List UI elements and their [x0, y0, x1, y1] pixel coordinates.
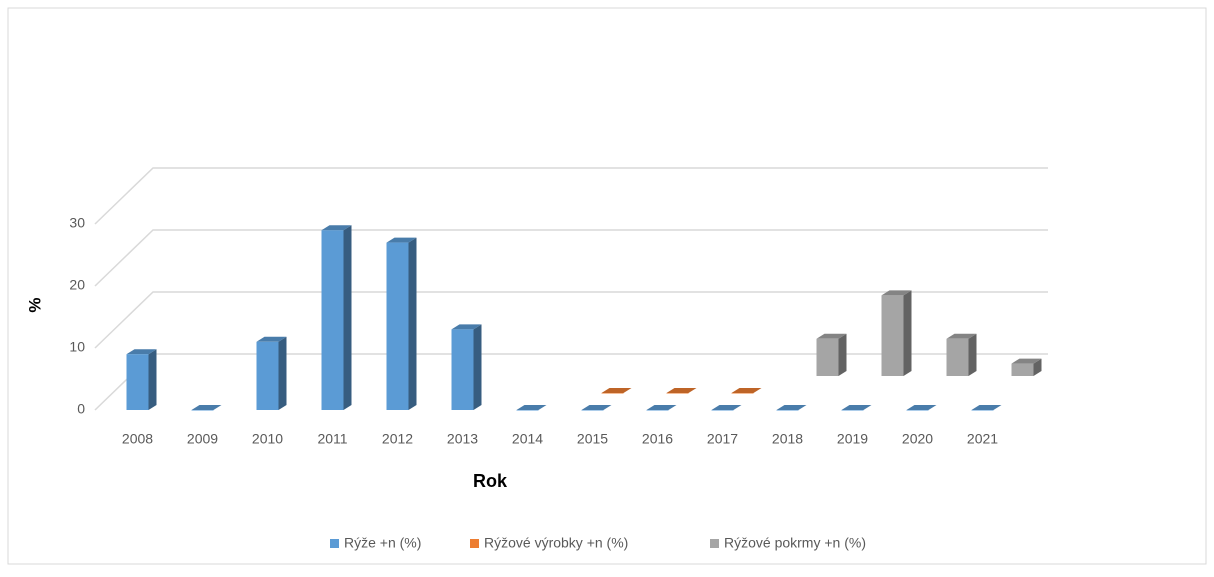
bar	[601, 393, 624, 394]
bar-top	[601, 388, 632, 393]
bar-top	[711, 405, 742, 410]
x-tick-label: 2021	[967, 431, 998, 447]
grid-line	[94, 167, 1048, 225]
legend-swatch	[470, 539, 479, 548]
bar-side	[343, 225, 352, 410]
x-tick-label: 2010	[252, 431, 283, 447]
bar-top	[386, 237, 417, 243]
bar	[906, 410, 929, 411]
legend-label: Rýžové pokrmy +n (%)	[724, 535, 866, 551]
bar-top	[971, 405, 1002, 410]
bar	[731, 393, 754, 394]
bar	[881, 295, 904, 376]
bar	[516, 410, 539, 411]
bar	[776, 410, 799, 411]
bar	[816, 338, 839, 376]
bar-top	[126, 349, 157, 355]
x-tick-label: 2008	[122, 431, 153, 447]
bar-side	[903, 290, 912, 376]
x-tick-label: 2013	[447, 431, 478, 447]
legend-label: Rýžové výrobky +n (%)	[484, 535, 628, 551]
bar-top	[816, 333, 847, 339]
bar-top	[321, 225, 352, 231]
bar-side	[278, 336, 287, 410]
bar	[666, 393, 689, 394]
bar	[191, 410, 214, 411]
bar	[841, 410, 864, 411]
bar-top	[191, 405, 222, 410]
x-tick-label: 2019	[837, 431, 868, 447]
y-axis-title: %	[25, 297, 44, 312]
bar-side	[408, 237, 417, 410]
x-axis-title: Rok	[473, 471, 508, 491]
bar	[451, 329, 474, 410]
bar	[321, 230, 344, 410]
x-tick-label: 2020	[902, 431, 933, 447]
y-tick-label: 20	[69, 277, 85, 293]
bar-top	[731, 388, 762, 393]
bar-top	[1011, 358, 1042, 364]
bar-top	[516, 405, 547, 410]
bar	[581, 410, 604, 411]
bar	[256, 341, 279, 410]
x-tick-label: 2016	[642, 431, 673, 447]
bar-side	[473, 324, 482, 410]
x-tick-label: 2018	[772, 431, 803, 447]
grid-line	[94, 291, 1048, 349]
bar	[386, 242, 409, 410]
bar-top	[666, 388, 697, 393]
bar	[646, 410, 669, 411]
bar-top	[581, 405, 612, 410]
bar-side	[148, 349, 157, 410]
bar-side	[1033, 358, 1042, 376]
bar-side	[838, 333, 847, 376]
bar	[946, 338, 969, 376]
bar-top	[451, 324, 482, 330]
legend-swatch	[330, 539, 339, 548]
chart-frame	[7, 7, 1207, 565]
bar-top	[881, 290, 912, 296]
bar-top	[841, 405, 872, 410]
y-tick-label: 0	[77, 401, 85, 417]
bar-top	[946, 333, 977, 339]
x-tick-label: 2014	[512, 431, 543, 447]
bar-top	[646, 405, 677, 410]
x-tick-label: 2012	[382, 431, 413, 447]
bar-side	[968, 333, 977, 376]
grid-line	[94, 229, 1048, 287]
bar	[711, 410, 734, 411]
bar	[971, 410, 994, 411]
bar	[1011, 363, 1034, 376]
bar	[126, 354, 149, 410]
legend-swatch	[710, 539, 719, 548]
x-tick-label: 2017	[707, 431, 738, 447]
x-tick-label: 2011	[317, 431, 347, 447]
x-tick-label: 2009	[187, 431, 218, 447]
legend-label: Rýže +n (%)	[344, 535, 421, 551]
y-tick-label: 30	[69, 215, 85, 231]
y-tick-label: 10	[69, 339, 85, 355]
x-tick-label: 2015	[577, 431, 608, 447]
bar-top	[256, 336, 287, 342]
bar-top	[776, 405, 807, 410]
bar-top	[906, 405, 937, 410]
